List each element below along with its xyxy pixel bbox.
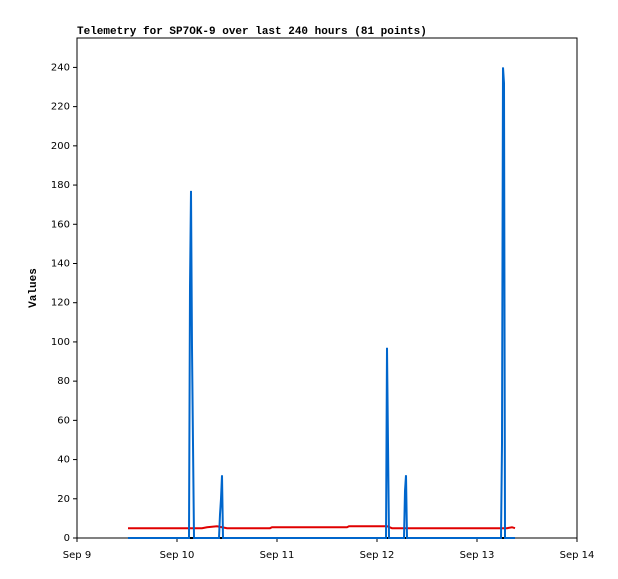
y-tick-label: 200 [51,141,70,152]
y-tick-label: 80 [57,376,70,387]
y-tick-label: 140 [51,258,70,269]
y-tick-label: 120 [51,298,70,309]
x-tick-label: Sep 11 [260,550,295,561]
x-tick-label: Sep 10 [160,550,195,561]
x-tick-label: Sep 9 [63,550,91,561]
x-tick-label: Sep 14 [560,550,595,561]
y-tick-label: 0 [64,533,70,544]
chart-title: Telemetry for SP7OK-9 over last 240 hour… [77,26,427,38]
y-tick-label: 60 [57,415,70,426]
y-tick-label: 40 [57,455,70,466]
x-tick-label: Sep 13 [460,550,495,561]
y-tick-label: 20 [57,494,70,505]
y-tick-label: 220 [51,102,70,113]
y-tick-label: 240 [51,62,70,73]
y-axis-label: Values [28,268,40,308]
y-tick-label: 180 [51,180,70,191]
y-tick-label: 100 [51,337,70,348]
series-line [128,67,515,539]
x-tick-label: Sep 12 [360,550,395,561]
y-tick-label: 160 [51,219,70,230]
series-line [128,525,516,530]
